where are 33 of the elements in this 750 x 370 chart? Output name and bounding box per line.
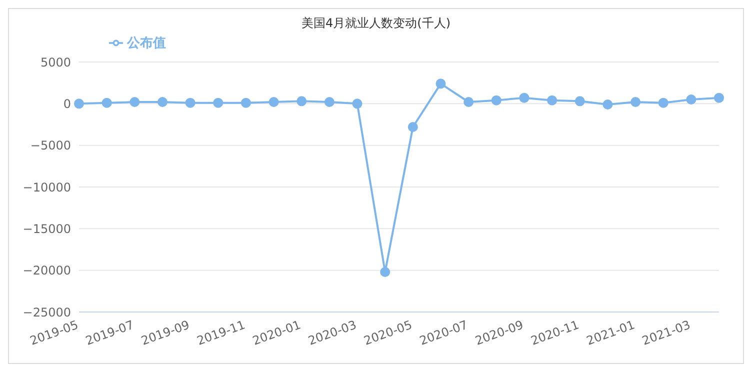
y-tick-label: −25000 xyxy=(22,305,71,320)
y-tick-label: −10000 xyxy=(22,180,71,194)
point xyxy=(519,92,530,103)
point xyxy=(630,97,641,107)
y-tick-label: 0 xyxy=(63,96,71,111)
point xyxy=(380,267,390,277)
point xyxy=(436,78,446,89)
point xyxy=(130,97,140,107)
point xyxy=(491,95,502,106)
point xyxy=(408,122,418,132)
point xyxy=(686,94,696,104)
point xyxy=(574,96,585,106)
y-tick-label: −5000 xyxy=(30,138,71,153)
point xyxy=(547,95,558,106)
legend-label: 公布值 xyxy=(127,36,166,51)
point xyxy=(714,92,724,103)
point xyxy=(213,98,224,108)
y-tick-label: −20000 xyxy=(22,264,71,278)
point xyxy=(268,97,279,107)
point xyxy=(102,98,112,108)
point xyxy=(602,100,613,110)
point xyxy=(185,98,196,108)
y-tick-label: 5000 xyxy=(40,55,71,70)
point xyxy=(157,97,168,107)
point xyxy=(240,98,251,108)
point xyxy=(352,98,362,109)
point xyxy=(74,98,84,109)
chart-title: 美国4月就业人数变动(千人) xyxy=(300,15,452,32)
point xyxy=(464,97,474,107)
point xyxy=(296,96,307,106)
point xyxy=(324,97,334,107)
y-tick-label: −15000 xyxy=(22,222,71,236)
point xyxy=(658,98,668,108)
